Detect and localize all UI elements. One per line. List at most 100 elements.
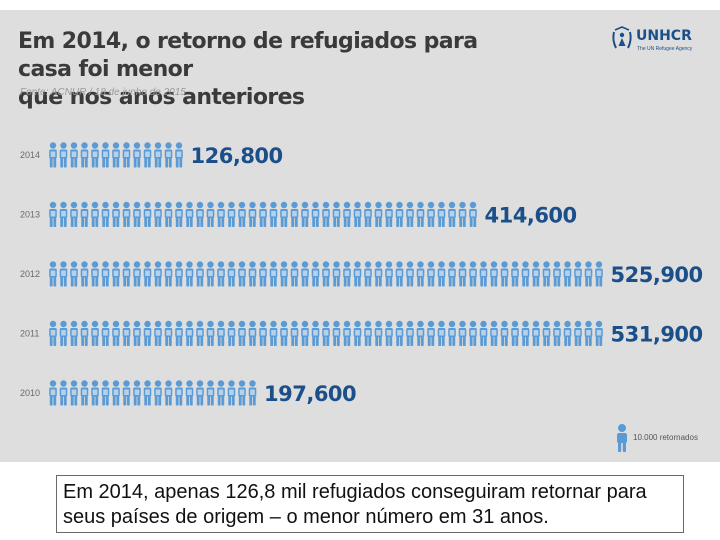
person-icon xyxy=(574,320,582,346)
person-icon xyxy=(196,380,204,406)
person-icon xyxy=(175,320,183,346)
person-icon xyxy=(563,261,572,287)
person-icon xyxy=(374,320,383,346)
person-icon xyxy=(101,380,110,406)
person-icon xyxy=(227,380,236,406)
person-icon xyxy=(385,261,393,287)
person-icon xyxy=(206,380,215,406)
person-icon xyxy=(269,261,278,287)
icon-row-2014 xyxy=(49,142,183,168)
year-label-2013: 2013 xyxy=(20,210,40,220)
person-icon xyxy=(248,320,257,346)
legend-label: 10.000 retornados xyxy=(633,433,698,442)
person-icon xyxy=(406,201,414,227)
year-label-2012: 2012 xyxy=(20,269,40,279)
person-icon xyxy=(101,201,110,227)
person-icon xyxy=(458,320,467,346)
person-icon xyxy=(122,261,131,287)
person-icon xyxy=(469,201,477,227)
person-icon xyxy=(311,201,320,227)
person-icon xyxy=(458,261,467,287)
person-icon xyxy=(595,261,603,287)
person-icon xyxy=(91,142,99,168)
person-icon xyxy=(416,320,425,346)
person-icon xyxy=(80,380,89,406)
person-icon xyxy=(217,261,225,287)
person-icon xyxy=(448,261,456,287)
person-icon xyxy=(427,320,435,346)
person-icon xyxy=(133,201,141,227)
person-icon xyxy=(332,201,341,227)
logo-tagline: The UN Refugee Agency xyxy=(637,46,693,52)
person-icon xyxy=(322,201,330,227)
person-icon xyxy=(185,320,194,346)
person-icon xyxy=(595,320,603,346)
person-icon xyxy=(122,320,131,346)
person-icon xyxy=(553,320,561,346)
person-icon xyxy=(91,201,99,227)
person-icon xyxy=(164,261,173,287)
person-icon xyxy=(185,201,194,227)
person-icon xyxy=(259,320,267,346)
person-icon xyxy=(217,380,225,406)
person-icon xyxy=(322,261,330,287)
person-icon xyxy=(332,261,341,287)
person-icon xyxy=(238,380,246,406)
person-icon xyxy=(143,380,152,406)
person-icon xyxy=(490,320,498,346)
person-icon xyxy=(196,320,204,346)
icon-row-2012 xyxy=(49,261,603,287)
person-icon xyxy=(112,380,120,406)
icon-row-2013 xyxy=(49,201,477,227)
person-icon xyxy=(374,261,383,287)
person-icon xyxy=(490,261,498,287)
person-icon xyxy=(248,380,257,406)
person-icon xyxy=(458,201,467,227)
person-icon xyxy=(269,320,278,346)
value-label-2011: 531,900 xyxy=(611,323,703,347)
pictogram-chart: 2014 126,800 2013 414,600 2012 525,900 2011 531… xyxy=(20,142,703,406)
source-note: Fonte: ACNUR / 18 de junho de 2015 xyxy=(20,87,186,98)
person-icon xyxy=(385,201,393,227)
person-icon xyxy=(164,142,173,168)
person-icon xyxy=(175,142,183,168)
person-icon xyxy=(196,261,204,287)
person-icon xyxy=(59,380,68,406)
person-icon xyxy=(143,201,152,227)
person-icon xyxy=(301,261,309,287)
person-icon xyxy=(112,320,120,346)
person-icon xyxy=(437,261,446,287)
person-icon xyxy=(49,320,57,346)
person-icon xyxy=(59,320,68,346)
person-icon xyxy=(416,261,425,287)
person-icon xyxy=(217,201,225,227)
person-icon xyxy=(49,142,57,168)
person-icon xyxy=(49,201,57,227)
person-icon xyxy=(532,320,540,346)
person-icon xyxy=(311,261,320,287)
person-icon xyxy=(427,261,435,287)
person-icon xyxy=(154,380,162,406)
person-icon xyxy=(374,201,383,227)
person-icon xyxy=(227,261,236,287)
person-icon xyxy=(427,201,435,227)
person-icon xyxy=(143,261,152,287)
person-icon xyxy=(101,142,110,168)
person-icon xyxy=(49,261,57,287)
person-icon xyxy=(238,261,246,287)
person-icon xyxy=(154,142,162,168)
person-icon xyxy=(437,201,446,227)
person-icon xyxy=(437,320,446,346)
value-label-2012: 525,900 xyxy=(611,263,703,287)
person-icon xyxy=(353,201,362,227)
person-icon xyxy=(80,261,89,287)
person-icon xyxy=(154,261,162,287)
person-icon xyxy=(290,201,299,227)
person-icon xyxy=(122,142,131,168)
person-icon xyxy=(301,201,309,227)
unhcr-emblem-icon xyxy=(612,26,632,49)
person-icon xyxy=(238,201,246,227)
person-icon xyxy=(112,142,120,168)
person-icon xyxy=(343,201,351,227)
person-icon xyxy=(238,320,246,346)
